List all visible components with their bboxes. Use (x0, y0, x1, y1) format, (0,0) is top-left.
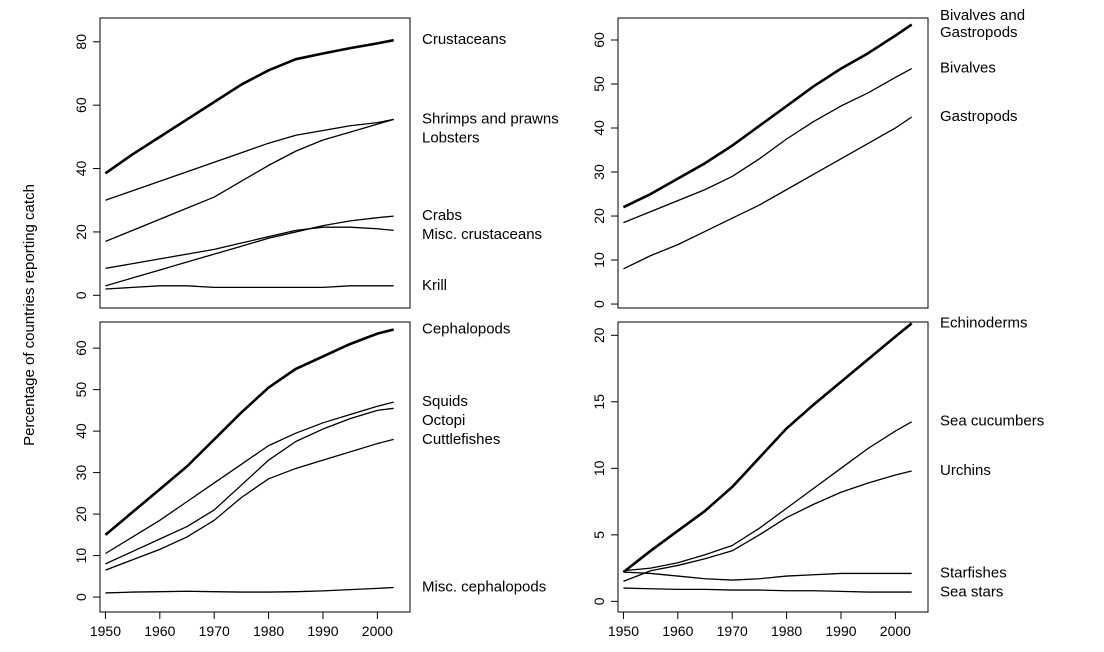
series-label: Squids (422, 393, 468, 410)
series-label: Octopi (422, 412, 465, 429)
series-label: Echinoderms (940, 314, 1028, 331)
series-line (623, 587, 912, 593)
y-tick-label: 30 (591, 164, 607, 180)
x-tick-label: 1970 (199, 623, 230, 639)
y-tick-label: 5 (591, 531, 607, 539)
y-tick-label: 0 (591, 597, 607, 605)
series-line (104, 328, 395, 536)
y-tick-label: 0 (73, 291, 89, 299)
series-label: Cephalopods (422, 320, 510, 337)
series-line (105, 118, 394, 243)
series-line (623, 116, 913, 270)
y-tick-label: 0 (591, 300, 607, 308)
x-tick-label: 1950 (90, 623, 121, 639)
series-label: Misc. cephalopods (422, 578, 546, 595)
series-line (105, 226, 394, 270)
y-tick-label: 40 (591, 120, 607, 136)
series-line (105, 438, 394, 571)
x-tick-label: 1970 (717, 623, 748, 639)
y-tick-label: 20 (591, 327, 607, 343)
series-label: Bivalves and Gastropods (940, 7, 1025, 41)
series-line (105, 118, 394, 201)
x-tick-label: 2000 (880, 623, 911, 639)
series-label: Sea stars (940, 583, 1003, 600)
y-tick-label: 30 (73, 465, 89, 481)
x-tick-label: 1960 (144, 623, 175, 639)
series-line (623, 68, 912, 224)
x-tick-label: 1980 (253, 623, 284, 639)
series-line (623, 571, 912, 581)
y-tick-label: 60 (73, 340, 89, 356)
x-tick-label: 2000 (362, 623, 393, 639)
series-line (105, 586, 394, 594)
y-tick-label: 0 (73, 593, 89, 601)
y-tick-label: 50 (591, 76, 607, 92)
series-line (105, 285, 394, 290)
series-line (622, 23, 913, 209)
series-label: Sea cucumbers (940, 413, 1044, 430)
plot-frame (99, 321, 411, 613)
series-line (623, 470, 912, 583)
y-tick-label: 10 (73, 548, 89, 564)
x-tick-label: 1960 (662, 623, 693, 639)
series-label-line: Gastropods (940, 24, 1018, 41)
series-label: Urchins (940, 462, 991, 479)
y-axis-label: Percentage of countries reporting catch (21, 184, 38, 446)
series-label: Bivalves (940, 60, 996, 77)
series-line (104, 38, 394, 175)
plot-frame (617, 17, 929, 309)
x-tick-label: 1990 (307, 623, 338, 639)
series-line (622, 322, 913, 574)
series-line (105, 215, 394, 287)
series-label: Gastropods (940, 108, 1018, 125)
series-line (105, 407, 394, 565)
series-label: Crabs (422, 207, 462, 224)
series-label: Cuttlefishes (422, 431, 500, 448)
series-label: Starfishes (940, 564, 1007, 581)
y-tick-label: 80 (73, 34, 89, 50)
y-tick-label: 10 (591, 252, 607, 268)
series-line (623, 421, 913, 572)
x-tick-label: 1990 (825, 623, 856, 639)
y-tick-label: 20 (591, 208, 607, 224)
y-tick-label: 40 (73, 423, 89, 439)
series-label: Shrimps and prawns (422, 110, 559, 127)
x-tick-label: 1950 (608, 623, 639, 639)
x-tick-label: 1980 (771, 623, 802, 639)
series-label: Misc. crustaceans (422, 226, 542, 243)
series-line (105, 401, 394, 555)
y-tick-label: 60 (73, 97, 89, 113)
plot-frame (99, 17, 411, 309)
y-tick-label: 60 (591, 32, 607, 48)
series-label: Krill (422, 277, 447, 294)
y-tick-label: 40 (73, 161, 89, 177)
y-tick-label: 20 (73, 506, 89, 522)
y-tick-label: 15 (591, 394, 607, 410)
y-tick-label: 20 (73, 224, 89, 240)
plot-frame (617, 321, 929, 613)
y-tick-label: 50 (73, 382, 89, 398)
series-label-line: Bivalves and (940, 7, 1025, 24)
series-label: Crustaceans (422, 31, 506, 48)
y-tick-label: 10 (591, 460, 607, 476)
series-label: Lobsters (422, 129, 480, 146)
